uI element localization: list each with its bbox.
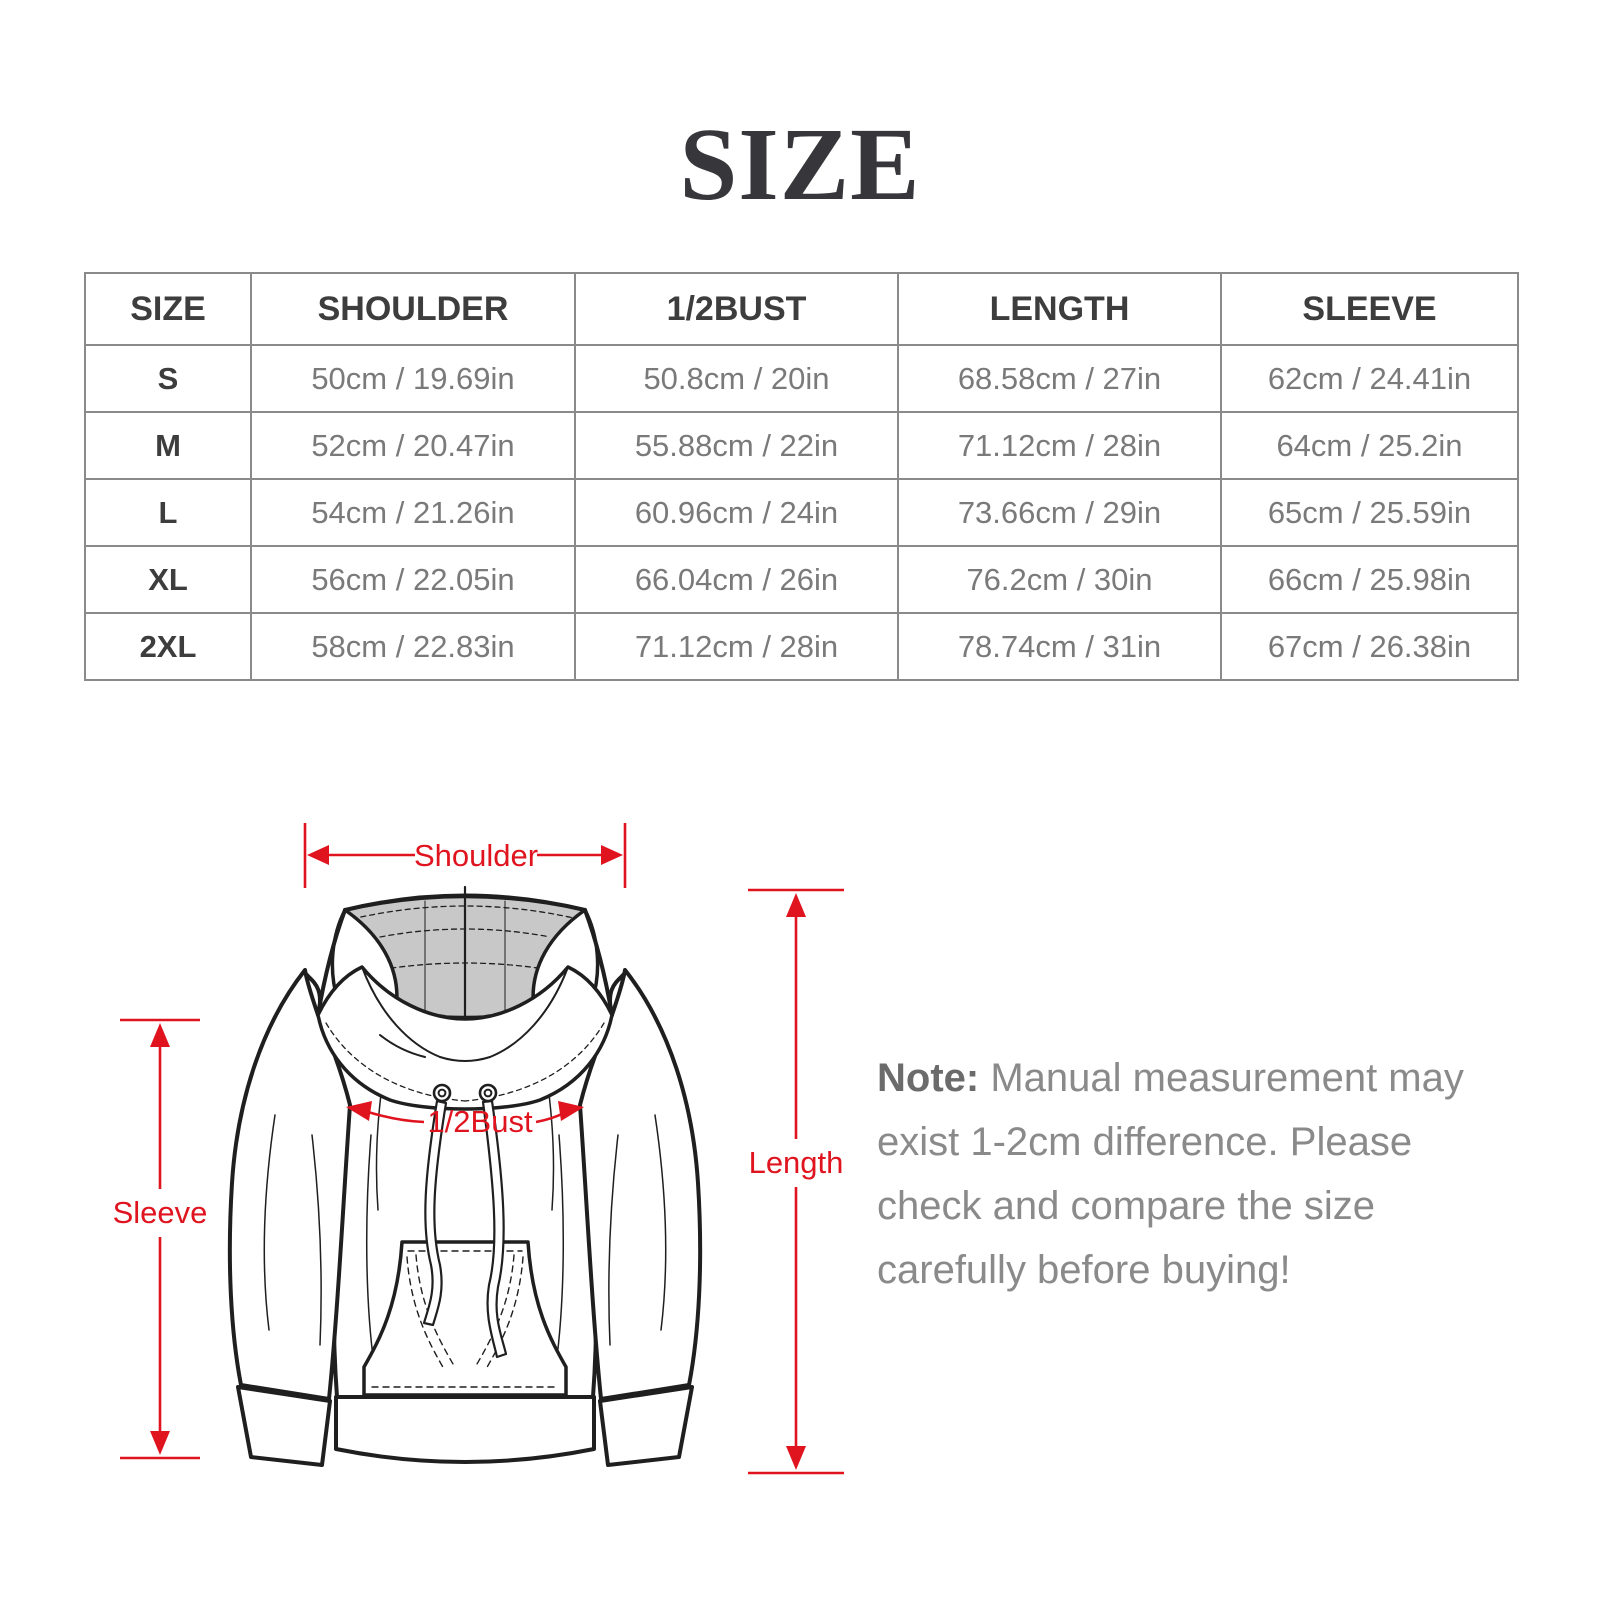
hoodie-hem-band — [334, 1395, 596, 1464]
measurement-cell: 54cm / 21.26in — [250, 478, 576, 547]
measurement-cell: 52cm / 20.47in — [250, 411, 576, 480]
table-row: 2XL 58cm / 22.83in 71.12cm / 28in 78.74cm /… — [84, 612, 1519, 681]
size-table-body: S 50cm / 19.69in 50.8cm / 20in 68.58cm / 27… — [84, 344, 1519, 681]
row-size-label: S — [84, 344, 252, 413]
page-title: SIZE — [679, 107, 921, 222]
measurement-cell: 71.12cm / 28in — [897, 411, 1222, 480]
length-arrow: Length — [748, 888, 844, 1475]
size-table-header-row: SIZE SHOULDER 1/2BUST LENGTH SLEEVE — [84, 272, 1519, 346]
measurement-cell: 68.58cm / 27in — [897, 344, 1222, 413]
measurement-cell: 73.66cm / 29in — [897, 478, 1222, 547]
note-line: exist 1-2cm difference. Please — [877, 1120, 1413, 1164]
measurement-cell: 65cm / 25.59in — [1220, 478, 1519, 547]
cowl-collar — [316, 965, 614, 1111]
note-block: Note: Manual measurement may exist 1-2cm… — [877, 1046, 1487, 1302]
measurement-cell: 58cm / 22.83in — [250, 612, 576, 681]
measurement-cell: 50.8cm / 20in — [574, 344, 899, 413]
half-bust-arrow: 1/2Bust — [346, 1101, 584, 1139]
column-header: LENGTH — [897, 272, 1222, 346]
drawstrings — [422, 1099, 508, 1359]
measurement-cell: 62cm / 24.41in — [1220, 344, 1519, 413]
half-bust-label: 1/2Bust — [427, 1104, 533, 1139]
note-line: check and compare the size — [877, 1184, 1376, 1228]
table-row: L 54cm / 21.26in 60.96cm / 24in 73.66cm / 2… — [84, 478, 1519, 547]
measurement-cell: 50cm / 19.69in — [250, 344, 576, 413]
measurement-cell: 66cm / 25.98in — [1220, 545, 1519, 614]
column-header: SIZE — [84, 272, 252, 346]
right-cuff — [598, 1385, 694, 1467]
note-line: carefully before buying! — [877, 1248, 1291, 1292]
left-cuff — [236, 1385, 332, 1467]
right-eyelet — [478, 1083, 498, 1103]
shoulder-label: Shoulder — [414, 838, 538, 873]
measurement-cell: 56cm / 22.05in — [250, 545, 576, 614]
column-header: 1/2BUST — [574, 272, 899, 346]
row-size-label: 2XL — [84, 612, 252, 681]
table-row: S 50cm / 19.69in 50.8cm / 20in 68.58cm / 27… — [84, 344, 1519, 413]
left-eyelet — [432, 1083, 452, 1103]
size-diagram: Shoulder 1/2Bust Sleeve — [80, 805, 860, 1515]
kangaroo-pocket — [362, 1240, 568, 1397]
length-label: Length — [749, 1145, 844, 1180]
measurement-cell: 76.2cm / 30in — [897, 545, 1222, 614]
measurement-cell: 71.12cm / 28in — [574, 612, 899, 681]
measurement-cell: 60.96cm / 24in — [574, 478, 899, 547]
row-size-label: M — [84, 411, 252, 480]
measurement-cell: 64cm / 25.2in — [1220, 411, 1519, 480]
column-header: SHOULDER — [250, 272, 576, 346]
table-row: M 52cm / 20.47in 55.88cm / 22in 71.12cm / 2… — [84, 411, 1519, 480]
measurement-cell: 55.88cm / 22in — [574, 411, 899, 480]
size-table: SIZE SHOULDER 1/2BUST LENGTH SLEEVE S 50cm / … — [84, 272, 1519, 681]
measurement-cell: 67cm / 26.38in — [1220, 612, 1519, 681]
shoulder-arrow: Shoulder — [303, 823, 627, 888]
column-header: SLEEVE — [1220, 272, 1519, 346]
table-row: XL 56cm / 22.05in 66.04cm / 26in 76.2cm / 3… — [84, 545, 1519, 614]
note-label: Note: — [877, 1056, 980, 1100]
measurement-annotations: Shoulder 1/2Bust Sleeve — [113, 823, 844, 1475]
sleeve-arrow: Sleeve — [113, 1018, 208, 1460]
row-size-label: XL — [84, 545, 252, 614]
sleeve-label: Sleeve — [113, 1195, 208, 1230]
hoodie-flat-sketch — [227, 885, 703, 1467]
row-size-label: L — [84, 478, 252, 547]
measurement-cell: 66.04cm / 26in — [574, 545, 899, 614]
measurement-cell: 78.74cm / 31in — [897, 612, 1222, 681]
note-line: Note: Manual measurement may — [877, 1056, 1464, 1100]
